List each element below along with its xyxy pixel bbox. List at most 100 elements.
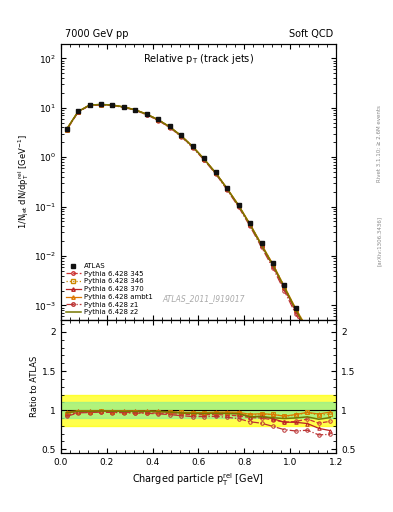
Pythia 6.428 345: [271, 263, 275, 269]
Pythia 6.428 370: [259, 242, 264, 248]
Pythia 6.428 346: [294, 306, 298, 312]
Pythia 6.428 346: [282, 284, 287, 290]
Pythia 6.428 z2: [282, 284, 287, 290]
Pythia 6.428 z2: [328, 373, 332, 379]
Pythia 6.428 ambt1: [99, 101, 103, 108]
Pythia 6.428 z2: [236, 202, 241, 208]
Pythia 6.428 ambt1: [225, 185, 230, 191]
Pythia 6.428 370: [156, 117, 161, 123]
Pythia 6.428 346: [167, 124, 172, 130]
Pythia 6.428 345: [145, 112, 149, 118]
Pythia 6.428 370: [305, 329, 310, 335]
Pythia 6.428 370: [87, 102, 92, 108]
Pythia 6.428 z1: [202, 157, 207, 163]
Pythia 6.428 z1: [110, 102, 115, 109]
Pythia 6.428 ambt1: [259, 241, 264, 247]
Pythia 6.428 ambt1: [294, 306, 298, 312]
Pythia 6.428 370: [145, 111, 149, 117]
Pythia 6.428 346: [99, 101, 103, 108]
Pythia 6.428 z2: [76, 109, 81, 115]
Pythia 6.428 ambt1: [248, 221, 252, 227]
Bar: [61, 402, 336, 418]
Pythia 6.428 ambt1: [167, 124, 172, 130]
Pythia 6.428 z2: [110, 102, 115, 108]
Pythia 6.428 z1: [156, 117, 161, 123]
Pythia 6.428 370: [328, 377, 332, 383]
Pythia 6.428 ambt1: [64, 126, 69, 132]
Bar: [61, 395, 336, 426]
Pythia 6.428 345: [190, 144, 195, 150]
Pythia 6.428 370: [213, 170, 218, 176]
Pythia 6.428 z1: [294, 311, 298, 317]
Pythia 6.428 370: [202, 156, 207, 162]
Pythia 6.428 z1: [190, 144, 195, 151]
Pythia 6.428 346: [76, 109, 81, 115]
Pythia 6.428 z1: [225, 187, 230, 193]
Line: Pythia 6.428 370: Pythia 6.428 370: [65, 103, 332, 381]
Pythia 6.428 346: [316, 349, 321, 355]
Pythia 6.428 ambt1: [202, 156, 207, 162]
Pythia 6.428 345: [76, 109, 81, 115]
Pythia 6.428 345: [259, 243, 264, 249]
Pythia 6.428 ambt1: [179, 133, 184, 139]
Pythia 6.428 346: [305, 326, 310, 332]
Pythia 6.428 345: [133, 107, 138, 113]
Pythia 6.428 z1: [316, 356, 321, 362]
Pythia 6.428 ambt1: [121, 104, 126, 110]
Line: Pythia 6.428 346: Pythia 6.428 346: [65, 103, 332, 376]
Pythia 6.428 345: [328, 374, 332, 380]
Text: Rivet 3.1.10; ≥ 2.6M events: Rivet 3.1.10; ≥ 2.6M events: [377, 105, 382, 182]
Pythia 6.428 z1: [328, 378, 332, 385]
Pythia 6.428 370: [225, 186, 230, 192]
Pythia 6.428 370: [179, 133, 184, 139]
Text: Relative p$_\mathregular{T}$ (track jets): Relative p$_\mathregular{T}$ (track jets…: [143, 52, 254, 66]
Pythia 6.428 346: [133, 107, 138, 113]
Pythia 6.428 370: [282, 285, 287, 291]
Pythia 6.428 ambt1: [316, 349, 321, 355]
Pythia 6.428 z2: [213, 170, 218, 176]
Pythia 6.428 346: [271, 261, 275, 267]
Text: ATLAS_2011_I919017: ATLAS_2011_I919017: [163, 294, 245, 303]
Pythia 6.428 346: [64, 126, 69, 133]
Pythia 6.428 346: [248, 221, 252, 227]
Pythia 6.428 346: [179, 133, 184, 139]
Pythia 6.428 ambt1: [282, 284, 287, 290]
Pythia 6.428 346: [87, 102, 92, 108]
Pythia 6.428 370: [248, 222, 252, 228]
Pythia 6.428 370: [294, 308, 298, 314]
Pythia 6.428 z2: [190, 144, 195, 150]
Pythia 6.428 346: [156, 117, 161, 123]
Pythia 6.428 345: [156, 117, 161, 123]
Pythia 6.428 346: [110, 102, 115, 108]
Pythia 6.428 z1: [133, 108, 138, 114]
Pythia 6.428 345: [99, 101, 103, 108]
Pythia 6.428 z1: [145, 112, 149, 118]
Text: [arXiv:1306.3436]: [arXiv:1306.3436]: [377, 216, 382, 266]
Line: Pythia 6.428 ambt1: Pythia 6.428 ambt1: [65, 102, 332, 376]
Pythia 6.428 345: [294, 308, 298, 314]
Pythia 6.428 z2: [294, 307, 298, 313]
Pythia 6.428 z2: [259, 242, 264, 248]
Pythia 6.428 345: [305, 328, 310, 334]
Pythia 6.428 346: [190, 143, 195, 150]
Pythia 6.428 z1: [76, 109, 81, 115]
Y-axis label: 1/N$_\mathregular{jet}$ dN/dp$_\mathregular{T}^\mathregular{rel}$ [GeV$^{-1}$]: 1/N$_\mathregular{jet}$ dN/dp$_\mathregu…: [17, 135, 31, 229]
Pythia 6.428 370: [99, 101, 103, 108]
Pythia 6.428 z1: [167, 124, 172, 131]
Pythia 6.428 z2: [133, 107, 138, 113]
Pythia 6.428 z1: [213, 171, 218, 177]
Pythia 6.428 z1: [87, 102, 92, 109]
Pythia 6.428 ambt1: [76, 109, 81, 115]
Pythia 6.428 345: [110, 102, 115, 109]
Pythia 6.428 ambt1: [156, 117, 161, 123]
Pythia 6.428 z2: [271, 262, 275, 268]
Pythia 6.428 z2: [99, 101, 103, 108]
Pythia 6.428 z2: [305, 327, 310, 333]
Pythia 6.428 z1: [282, 288, 287, 294]
Pythia 6.428 z1: [305, 331, 310, 337]
Pythia 6.428 345: [179, 133, 184, 139]
Pythia 6.428 346: [259, 242, 264, 248]
Pythia 6.428 346: [145, 111, 149, 117]
Pythia 6.428 z1: [248, 223, 252, 229]
Pythia 6.428 370: [167, 124, 172, 130]
